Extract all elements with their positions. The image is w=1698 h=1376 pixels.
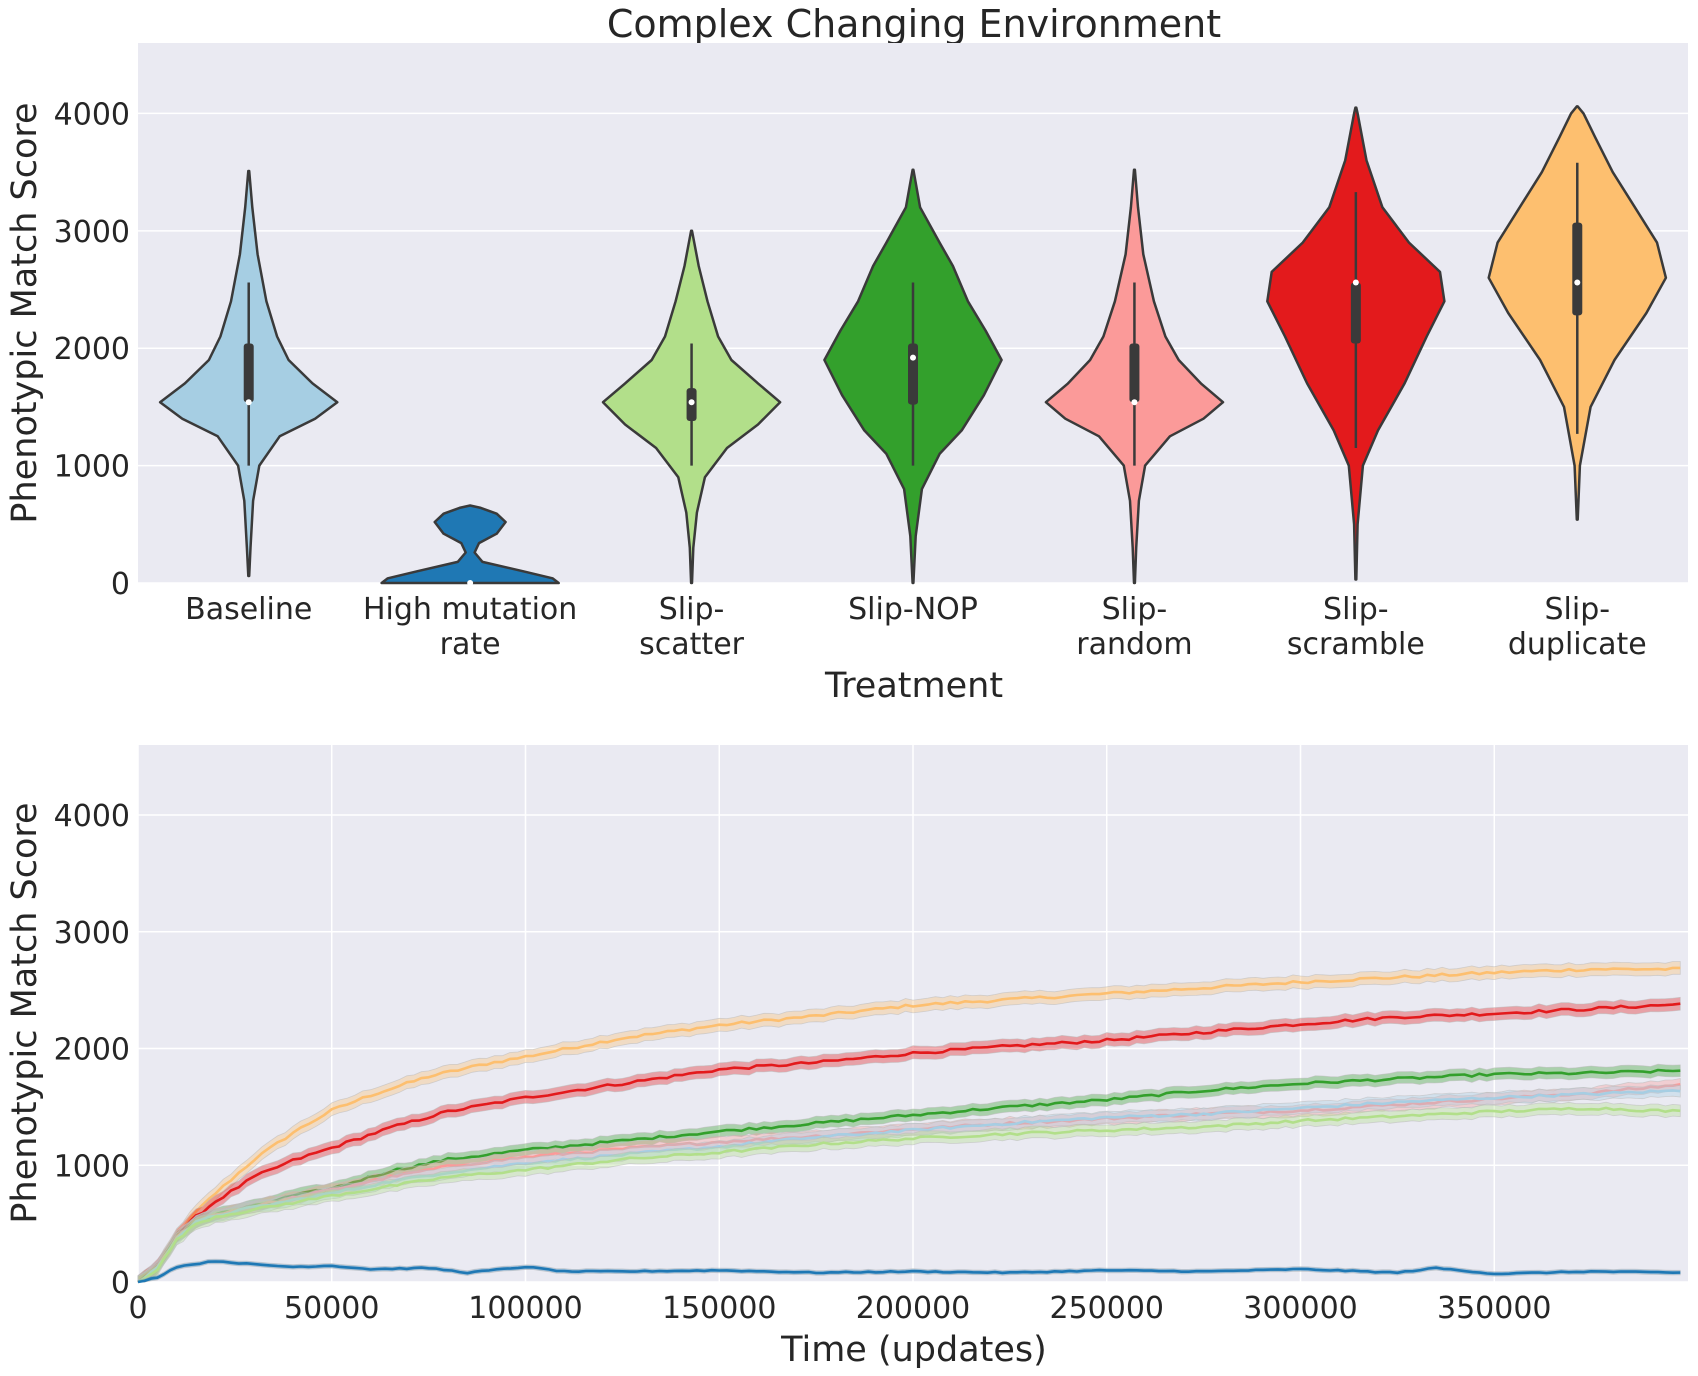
line-x-tick-label: 300000 <box>1243 1291 1358 1326</box>
violin-x-tick-label-slip-random: random <box>1076 627 1192 662</box>
line-y-tick-label: 2000 <box>54 1033 130 1068</box>
violin-body-high-mutation-rate <box>380 504 560 585</box>
line-band-slip-nop <box>137 1063 1681 1283</box>
violin-slip-scatter <box>601 229 782 585</box>
violin-x-tick-label-slip-scramble: scramble <box>1287 627 1425 662</box>
violin-median-baseline <box>245 399 252 406</box>
violin-slip-scramble <box>1266 106 1446 581</box>
violin-baseline <box>158 169 339 578</box>
violin-x-tick-label-high-mutation-rate: rate <box>440 627 501 662</box>
line-y-tick-label: 0 <box>111 1266 130 1301</box>
violin-iqr-box-slip-scramble <box>1350 282 1361 344</box>
violin-x-tick-labels: Baseline High mutationrateSlip-scatterSli… <box>185 592 1647 662</box>
line-y-tick-label: 3000 <box>54 916 130 951</box>
line-y-tick-labels: 0 1000 2000 3000 4000 <box>54 799 130 1301</box>
violin-x-tick-label-slip-nop: Slip-NOP <box>848 592 978 627</box>
violin-median-slip-nop <box>910 354 916 361</box>
violin-x-tick-label-baseline: Baseline <box>185 592 312 627</box>
violin-y-tick-label: 1000 <box>54 450 130 485</box>
line-x-tick-label: 50000 <box>284 1291 379 1326</box>
violin-y-axis-label: Phenotypic Match Score <box>5 102 45 523</box>
line-mean-slip-duplicate <box>137 966 1681 1284</box>
violin-high-mutation-rate <box>380 504 560 586</box>
violin-x-tick-label-slip-scatter: scatter <box>639 627 744 662</box>
violin-median-slip-scramble <box>1352 279 1359 286</box>
line-series-slip-duplicate <box>137 961 1681 1284</box>
violin-iqr-box-slip-duplicate <box>1572 222 1583 316</box>
line-y-axis-label: Phenotypic Match Score <box>5 802 45 1223</box>
line-series-slip-scatter <box>137 1101 1681 1284</box>
violin-slip-random <box>1044 168 1225 585</box>
line-series-slip-nop <box>137 1063 1681 1284</box>
violin-x-axis-label: Treatment <box>824 666 1003 706</box>
chart-title: Complex Changing Environment <box>607 2 1221 46</box>
line-mean-high-mutation-rate <box>137 1260 1681 1284</box>
line-x-tick-label: 150000 <box>662 1291 777 1326</box>
violin-iqr-box-baseline <box>243 343 254 403</box>
line-band-slip-duplicate <box>137 961 1681 1283</box>
line-series-group <box>137 961 1681 1284</box>
violin-iqr-box-slip-random <box>1129 343 1140 403</box>
violin-x-tick-label-high-mutation-rate: High mutation <box>363 592 577 627</box>
violin-median-slip-duplicate <box>1574 279 1581 286</box>
violin-x-tick-label-slip-random: Slip- <box>1102 592 1168 627</box>
violin-median-slip-random <box>1131 399 1138 406</box>
violin-y-tick-label: 4000 <box>54 97 130 132</box>
line-series-slip-scramble <box>137 996 1681 1283</box>
violin-y-tick-label: 3000 <box>54 215 130 250</box>
violin-x-tick-label-slip-scramble: Slip- <box>1323 592 1389 627</box>
violin-slip-nop <box>823 168 1003 585</box>
line-mean-slip-scatter <box>137 1106 1681 1284</box>
violin-median-slip-scatter <box>688 399 695 406</box>
violin-slip-duplicate <box>1487 105 1668 521</box>
violin-y-tick-labels: 0 1000 2000 3000 4000 <box>54 97 130 602</box>
line-x-axis-label: Time (updates) <box>780 1330 1047 1370</box>
line-y-tick-label: 4000 <box>54 799 130 834</box>
line-y-tick-label: 1000 <box>54 1149 130 1184</box>
violin-bodies <box>158 105 1668 586</box>
violin-x-tick-label-slip-duplicate: duplicate <box>1508 627 1647 662</box>
violin-y-tick-label: 2000 <box>54 332 130 367</box>
line-mean-baseline <box>137 1089 1681 1284</box>
line-series-high-mutation-rate <box>137 1258 1681 1284</box>
violin-median-high-mutation-rate <box>467 580 474 586</box>
violin-x-tick-label-slip-scatter: Slip- <box>659 592 725 627</box>
line-x-tick-label: 350000 <box>1437 1291 1552 1326</box>
line-x-tick-label: 100000 <box>468 1291 583 1326</box>
line-plot-panel: 0 1000 2000 3000 4000 0 50000 100000 150000 2000… <box>5 745 1688 1370</box>
line-mean-slip-scramble <box>137 1002 1681 1283</box>
line-x-tick-label: 0 <box>128 1291 147 1326</box>
line-mean-slip-nop <box>137 1068 1681 1284</box>
line-x-tick-label: 200000 <box>856 1291 971 1326</box>
violin-x-tick-label-slip-duplicate: Slip- <box>1544 592 1610 627</box>
line-x-tick-label: 250000 <box>1049 1291 1164 1326</box>
violin-y-tick-label: 0 <box>111 567 130 602</box>
line-x-tick-labels: 0 50000 100000 150000 200000 250000 300000 3500… <box>128 1291 1551 1326</box>
violin-iqr-box-slip-nop <box>908 343 918 405</box>
